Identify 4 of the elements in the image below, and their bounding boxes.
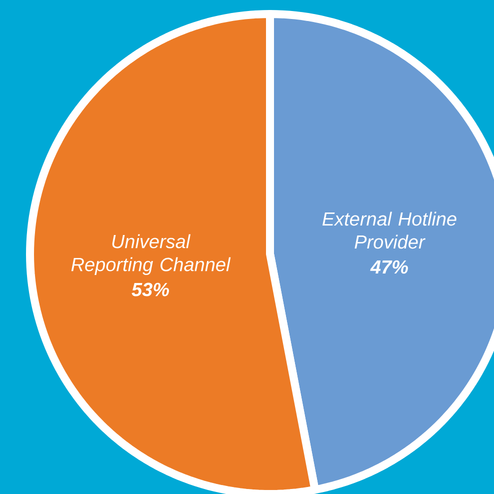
data-label: 47%: [370, 260, 408, 274]
slice-label: External Hotline Provider: [322, 212, 456, 249]
data-label: 53%: [132, 282, 170, 296]
slice-label: Universal Reporting Channel: [71, 234, 231, 276]
